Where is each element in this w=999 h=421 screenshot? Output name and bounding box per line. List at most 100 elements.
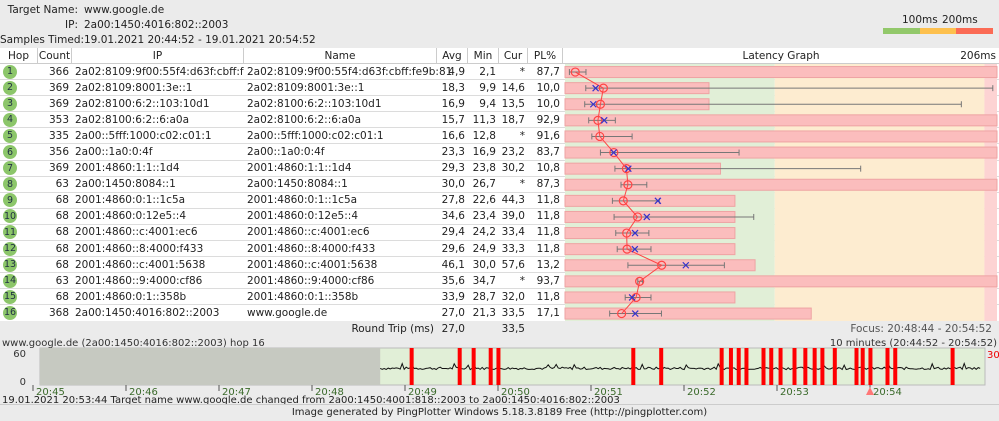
packet-loss-marker: [950, 348, 955, 385]
time-tick-label: 20:51: [594, 387, 623, 398]
hop-badge: 14: [3, 273, 17, 288]
table-row[interactable]: 10 68 2001:4860:0:12e5::4 2001:4860:0:12…: [0, 208, 999, 225]
packet-loss-marker: [868, 348, 873, 385]
table-row[interactable]: 14 63 2001:4860::9:4000:cf86 2001:4860::…: [0, 273, 999, 290]
table-row[interactable]: 7 369 2001:4860:1:1::1d4 2001:4860:1:1::…: [0, 160, 999, 177]
ip-cell: 2a02:8100:6:2::6:a0a: [75, 113, 190, 126]
avg-marker: [609, 147, 619, 158]
col-hop[interactable]: Hop: [0, 48, 38, 63]
packet-loss-marker: [803, 348, 808, 385]
packet-loss-bar: [564, 307, 812, 320]
count-cell: 369: [48, 162, 69, 175]
cur-marker: [643, 213, 651, 221]
table-row[interactable]: 2 369 2a02:8109:8001:3e::1 2a02:8109:800…: [0, 80, 999, 97]
ip-cell: 2a02:8109:8001:3e::1: [75, 81, 193, 94]
latency-graph-max: 206ms: [960, 49, 996, 62]
avg-cell: 16,9: [441, 97, 465, 110]
cur-x: [624, 165, 632, 173]
avg-marker: [622, 244, 632, 254]
table-row[interactable]: 16 368 2a00:1450:4016:802::2003 www.goog…: [0, 305, 999, 322]
packet-loss-bar: [564, 227, 736, 240]
col-latency-graph[interactable]: Latency Graph 206ms: [563, 48, 999, 63]
min-cell: 23,4: [472, 210, 496, 223]
hop-badge: 8: [3, 177, 17, 192]
count-cell: 68: [55, 226, 69, 239]
min-cell: 2,1: [479, 65, 496, 78]
ip-value: 2a00:1450:4016:802::2003: [84, 19, 229, 31]
name-cell: 2001:4860::8:4000:f433: [244, 241, 437, 257]
table-row[interactable]: 4 353 2a02:8100:6:2::6:a0a 2a02:8100:6:2…: [0, 112, 999, 129]
table-row[interactable]: 13 68 2001:4860::c:4001:5638 2001:4860::…: [0, 257, 999, 274]
col-ip[interactable]: IP: [72, 48, 244, 63]
hop-badge: 9: [3, 193, 17, 208]
avg-marker: [635, 276, 645, 286]
avg-marker: [618, 196, 628, 206]
table-row[interactable]: 3 369 2a02:8100:6:2::103:10d1 2a02:8100:…: [0, 96, 999, 113]
count-cell: 63: [55, 274, 69, 287]
avg-cell: 29,6: [441, 242, 465, 255]
table-row[interactable]: 11 68 2001:4860::c:4001:ec6 2001:4860::c…: [0, 224, 999, 242]
packet-loss-marker: [488, 348, 493, 385]
avg-marker: [621, 164, 632, 174]
timegraph-range[interactable]: 10 minutes (20:44:52 - 20:54:52): [829, 338, 997, 349]
avg-marker: [598, 83, 608, 93]
col-avg[interactable]: Avg: [437, 48, 468, 63]
pl-cell: 92,9: [536, 113, 560, 126]
ip-cell: 2001:4860:0:1::358b: [75, 290, 187, 303]
cur-cell: *: [519, 129, 525, 142]
count-cell: 63: [55, 178, 69, 191]
ip-cell: 2a00::5fff:1000:c02:c01:1: [75, 129, 212, 142]
min-cell: 24,9: [472, 242, 496, 255]
packet-loss-bar: [564, 146, 998, 159]
pl-cell: 17,1: [536, 306, 560, 319]
col-cur[interactable]: Cur: [499, 48, 528, 63]
table-row[interactable]: 9 68 2001:4860:0:1::1c5a 2001:4860:0:1::…: [0, 192, 999, 209]
focus-range: Focus: 20:48:44 - 20:54:52: [850, 323, 992, 335]
table-row[interactable]: 6 356 2a00::1a0:0:4f 2a00::1a0:0:4f 23,3…: [0, 144, 999, 161]
count-cell: 369: [48, 81, 69, 94]
round-trip-row: Round Trip (ms) 27,0 33,5 Focus: 20:48:4…: [0, 321, 999, 337]
avg-cell: 4,9: [448, 65, 465, 78]
col-pl[interactable]: PL%: [528, 48, 563, 63]
table-row[interactable]: 1 366 2a02:8109:9f00:55f4:d63f:cbff:fe9b…: [0, 64, 999, 81]
col-min[interactable]: Min: [468, 48, 499, 63]
avg-cell: 34,6: [441, 210, 465, 223]
pl-scale-label: 30: [987, 350, 999, 361]
round-trip-avg: 27,0: [441, 323, 465, 335]
cur-marker: [624, 165, 632, 173]
cur-marker: [631, 229, 639, 237]
packet-loss-marker: [832, 348, 837, 385]
hop-badge: 5: [3, 128, 17, 143]
zone-bad: [984, 64, 997, 321]
cur-cell: 23,2: [501, 146, 525, 159]
cur-cell: *: [519, 274, 525, 287]
name-cell: www.google.de: [244, 305, 437, 321]
avg-marker: [617, 308, 627, 319]
count-cell: 68: [55, 210, 69, 223]
avg-marker: [593, 115, 603, 125]
hop-badge: 11: [3, 225, 17, 240]
avg-line: [575, 71, 663, 314]
cur-marker: [654, 197, 662, 205]
table-row[interactable]: 15 68 2001:4860:0:1::358b 2001:4860:0:1:…: [0, 289, 999, 306]
col-name[interactable]: Name: [244, 48, 437, 63]
avg-cell: 27,8: [441, 194, 465, 207]
table-row[interactable]: 12 68 2001:4860::8:4000:f433 2001:4860::…: [0, 241, 999, 258]
latency-graph: [564, 64, 998, 321]
count-cell: 368: [48, 306, 69, 319]
cur-marker: [589, 100, 597, 108]
packet-loss-bar: [564, 275, 998, 288]
packet-loss-marker: [736, 348, 741, 385]
ip-cell: 2a00:1450:8084::1: [75, 178, 176, 191]
hop-badge: 2: [3, 80, 17, 95]
min-cell: 22,6: [472, 194, 496, 207]
table-row[interactable]: 5 335 2a00::5fff:1000:c02:c01:1 2a00::5f…: [0, 128, 999, 145]
pl-cell: 87,3: [536, 178, 560, 191]
cur-cell: 13,5: [501, 97, 525, 110]
min-cell: 11,3: [472, 113, 496, 126]
round-trip-label: Round Trip (ms): [351, 323, 434, 335]
time-graph[interactable]: 60 0 30 20:45 20:46 20:47 20:48 20:49 20:50 20:51…: [0, 338, 999, 398]
hop-cell: 10: [0, 209, 38, 224]
table-row[interactable]: 8 63 2a00:1450:8084::1 2a00:1450:8084::1…: [0, 176, 999, 193]
col-count[interactable]: Count: [38, 48, 72, 63]
